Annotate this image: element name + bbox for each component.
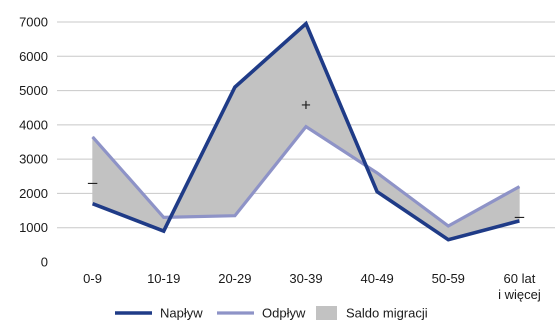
x-tick-label: 10-19 — [147, 271, 180, 286]
x-tick-label: 30-39 — [289, 271, 322, 286]
x-tick-label: 40-49 — [361, 271, 394, 286]
y-axis: 0 1000 2000 3000 4000 5000 6000 7000 — [19, 15, 48, 270]
legend-swatch-saldo — [316, 306, 337, 320]
saldo-segment-4 — [376, 172, 449, 241]
saldo-segment-2 — [234, 23, 307, 217]
x-tick-label: 60 lat i więcej — [498, 271, 541, 302]
y-tick-label: 5000 — [19, 83, 48, 98]
annotation-plus-1: + — [301, 95, 311, 114]
legend-label-odplyw: Odpływ — [262, 306, 306, 321]
x-tick-label: 50-59 — [432, 271, 465, 286]
annotations: – + – — [88, 95, 525, 225]
y-tick-label: 7000 — [19, 15, 48, 30]
y-tick-label: 4000 — [19, 117, 48, 132]
legend-label-naplyw: Napływ — [160, 306, 203, 321]
series-layer — [91, 20, 521, 242]
legend: Napływ Odpływ Saldo migracji — [115, 306, 428, 321]
x-tick-label: 20-29 — [218, 271, 251, 286]
y-tick-label: 3000 — [19, 152, 48, 167]
series-line-odpływ — [91, 124, 521, 228]
y-tick-label: 2000 — [19, 186, 48, 201]
x-tick-label: 0-9 — [83, 271, 102, 286]
annotation-minus-2: – — [515, 207, 525, 226]
annotation-minus-0: – — [88, 172, 98, 191]
y-tick-label: 6000 — [19, 49, 48, 64]
x-axis: 0-9 10-19 20-29 30-39 40-49 50-59 60 lat i więc… — [83, 271, 541, 302]
y-tick-label: 1000 — [19, 220, 48, 235]
series-line-napływ — [91, 20, 520, 242]
legend-label-saldo: Saldo migracji — [346, 306, 428, 321]
y-tick-label: 0 — [41, 255, 48, 270]
